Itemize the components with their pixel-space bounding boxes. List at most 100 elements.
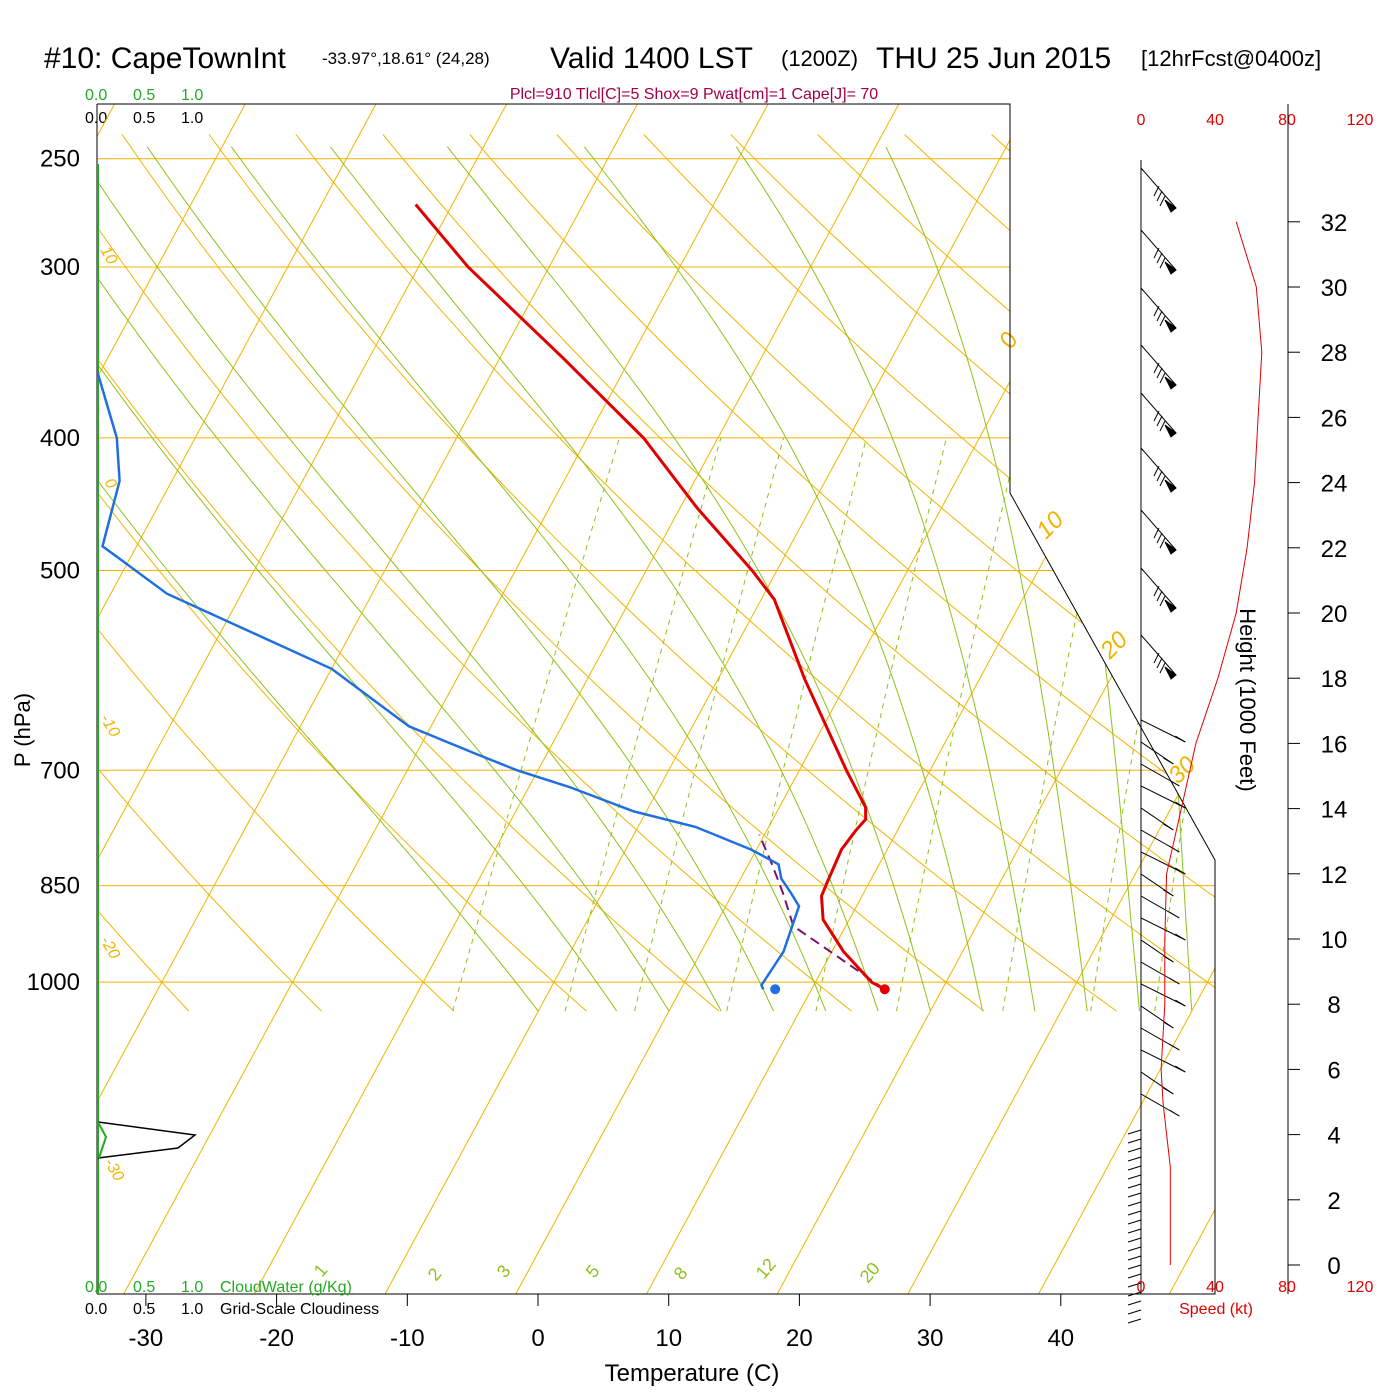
dry-adiabat (817, 134, 1215, 1012)
cloudwater-scale-2: 1.0 (181, 87, 203, 104)
cloudiness-bottom-2: 1.0 (181, 1301, 203, 1318)
wind-barb-feather (1169, 977, 1180, 985)
moist-adiabat (885, 146, 1088, 1012)
wind-barb-feather (1156, 252, 1163, 264)
forecast-label: [12hrFcst@0400z] (1141, 46, 1321, 71)
cloudiness-scale-0: 0.0 (85, 110, 107, 127)
wind-barb-feather (1169, 779, 1180, 787)
temperature-tick-label: 30 (917, 1325, 944, 1352)
height-tick-label: 8 (1327, 992, 1340, 1019)
stability-indices: Plcl=910 Tlcl[C]=5 Shox=9 Pwat[cm]=1 Cap… (510, 86, 878, 103)
wind-barb-staff-low (1127, 1300, 1142, 1306)
wind-barb-feather (1156, 532, 1163, 544)
wind-barb-feather (1156, 415, 1163, 427)
temperature-tick-label: 40 (1047, 1325, 1074, 1352)
isotherm-line (776, 104, 1215, 1294)
wind-barb-feather (1159, 372, 1166, 384)
mixing-ratio-line (1002, 437, 1114, 1012)
wind-barb-feather (1163, 889, 1174, 897)
surface-dewpoint-marker (770, 984, 781, 995)
wind-barb-feather (1175, 999, 1186, 1007)
moist-adiabat (97, 146, 722, 1012)
sounding-profiles (97, 203, 886, 991)
pressure-axis-label: P (hPa) (10, 693, 35, 767)
wind-barb-feather (1159, 420, 1166, 432)
valid-time: Valid 1400 LST (550, 42, 753, 75)
wind-barb-feather (1175, 801, 1186, 809)
wind-barb-feather (1156, 367, 1163, 379)
adiabat-label: 10 (1031, 506, 1069, 544)
mixing-ratio-label: 5 (582, 1261, 604, 1282)
cloud-scale-bottom: 0.0 0.5 1.0 CloudWater (g/Kg) 0.0 0.5 1.… (85, 1279, 379, 1318)
surface-temperature-marker (879, 984, 890, 995)
mixing-ratio-line (896, 437, 1019, 1012)
cloudiness-bottom-1: 0.5 (133, 1301, 155, 1318)
height-tick-label: 18 (1321, 666, 1348, 693)
temperature-tick-label: -20 (259, 1325, 294, 1352)
mixing-ratio-line (726, 437, 867, 1012)
mixing-ratio-label: 8 (670, 1263, 692, 1284)
cloud-scale-top: 0.0 0.5 1.0 0.0 0.5 1.0 (85, 87, 203, 127)
wind-barb-staff (1140, 917, 1186, 941)
height-tick-label: 6 (1327, 1057, 1340, 1084)
cloudwater-label: CloudWater (g/Kg) (220, 1279, 352, 1296)
wind-barb-pennant (1164, 424, 1177, 438)
wind-barb-pennant (1164, 199, 1177, 213)
wind-barb-feather (1156, 470, 1163, 482)
wind-barb-staff (1140, 983, 1186, 1007)
moist-adiabat (97, 146, 618, 1012)
cloudwater-bottom-0: 0.0 (85, 1279, 107, 1296)
wind-barb-staff-low (1127, 1264, 1142, 1270)
pressure-tick-label: 850 (40, 873, 80, 900)
speed-axis-label: Speed (kt) (1179, 1301, 1253, 1318)
thermo-background (97, 104, 1215, 1294)
height-tick-label: 10 (1321, 927, 1348, 954)
wind-barb-staff-low (1127, 1129, 1142, 1135)
height-tick-label: 32 (1321, 210, 1348, 237)
height-tick-label: 16 (1321, 731, 1348, 758)
wind-barb-staff-low (1127, 1318, 1142, 1324)
wind-barb-feather (1153, 652, 1160, 664)
isotherm-line (384, 104, 1030, 1294)
temperature-tick-label: 20 (786, 1325, 813, 1352)
height-tick-label: 2 (1327, 1188, 1340, 1215)
valid-zulu: (1200Z) (781, 46, 858, 71)
dry-adiabat (97, 134, 852, 1012)
cloudiness-scale-2: 1.0 (181, 110, 203, 127)
temperature-axis-label: Temperature (C) (605, 1360, 780, 1387)
wind-barb-feather (1163, 1087, 1174, 1095)
dry-adiabat (469, 134, 1215, 1012)
cloudiness-profile (97, 1121, 197, 1159)
dry-adiabat (1078, 134, 1215, 1012)
wind-barb-staff-low (1127, 1165, 1142, 1171)
wind-barb-feather (1156, 310, 1163, 322)
adiabat-label: -20 (97, 934, 123, 963)
dry-adiabat (97, 134, 455, 1012)
isotherm-line (97, 104, 508, 1294)
wind-barb-staff (1140, 785, 1186, 809)
wind-barb-pennant (1164, 319, 1177, 333)
wind-barb-staff-low (1127, 1246, 1142, 1252)
height-tick-label: 14 (1321, 797, 1348, 824)
moist-adiabat (1016, 146, 1140, 1012)
dry-adiabat (382, 134, 1215, 1012)
cloudwater-profile (97, 1121, 108, 1159)
wind-barb-staff-low (1127, 1138, 1142, 1144)
adiabat-label: -10 (97, 712, 123, 741)
temperature-tick-label: 0 (531, 1325, 544, 1352)
height-tick-label: 12 (1321, 862, 1348, 889)
cloudwater-scale-0: 0.0 (85, 87, 107, 104)
wind-barb-staff-low (1127, 1273, 1142, 1279)
wind-barb-feather (1159, 195, 1166, 207)
wind-barb-feather (1153, 362, 1160, 374)
wind-barb-feather (1159, 537, 1166, 549)
adiabat-label: 0 (994, 327, 1024, 353)
speed-axis-bottom: 0 40 80 120 Speed (kt) (1137, 1279, 1374, 1318)
isotherm-line (515, 104, 1161, 1294)
wind-barb-feather (1153, 185, 1160, 197)
mixing-ratio-label: 1 (310, 1260, 332, 1281)
moist-adiabat (1125, 146, 1193, 1012)
moist-adiabat (329, 146, 879, 1012)
